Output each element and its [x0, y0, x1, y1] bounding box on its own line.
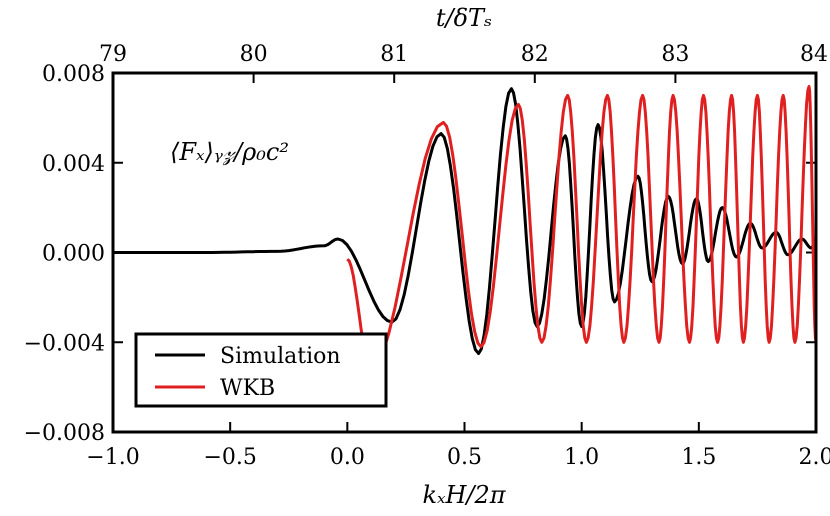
top-tick-label: 82 [521, 42, 549, 67]
legend: Simulation WKB [134, 332, 388, 408]
series-line-wkb [346, 85, 818, 371]
y-tick-labels: −0.008 −0.004 0.000 0.004 0.008 [24, 62, 105, 446]
y-tick-label: 0.008 [42, 62, 105, 87]
x-tick-label: −0.5 [203, 445, 256, 470]
top-tick-labels: 79 80 81 82 83 84 [99, 42, 828, 67]
legend-box [134, 332, 388, 408]
top-tick-label: 83 [661, 42, 689, 67]
quantity-annotation: ⟨Fₓ⟩ᵧ𝓏/ρ₀c² [170, 138, 289, 166]
x-tick-label: 2.0 [799, 445, 830, 470]
plot-frame [111, 71, 818, 434]
top-tick-label: 79 [99, 42, 127, 67]
y-tick-label: 0.000 [42, 242, 105, 267]
x-tick-label: 1.0 [564, 445, 599, 470]
x-tick-label: −1.0 [86, 445, 139, 470]
series-lines [113, 85, 818, 371]
legend-wkb-label: WKB [220, 376, 275, 401]
x-tick-label: 0.5 [447, 445, 482, 470]
y-tick-label: −0.008 [24, 421, 105, 446]
x-tick-label: 1.5 [681, 445, 716, 470]
top-tick-label: 81 [380, 42, 408, 67]
top-tick-label: 80 [240, 42, 268, 67]
top-axis-label: t/δTₛ [436, 4, 492, 32]
x-tick-label: 0.0 [330, 445, 365, 470]
y-tick-label: −0.004 [24, 331, 105, 356]
x-axis-label: kₓH/2π [422, 481, 506, 509]
legend-simulation-label: Simulation [220, 344, 341, 369]
series-line-simulation [113, 87, 818, 355]
x-tick-labels: −1.0 −0.5 0.0 0.5 1.0 1.5 2.0 [86, 445, 830, 470]
y-tick-label: 0.004 [42, 152, 105, 177]
top-tick-label: 84 [800, 42, 828, 67]
